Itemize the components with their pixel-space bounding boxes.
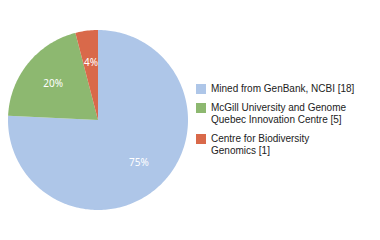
svg-text:20%: 20% <box>43 76 63 90</box>
html-text:Mined from GenBank, NCBI [18]: Mined from GenBank, NCBI [18] <box>211 83 355 94</box>
svg-text:75%: 75% <box>129 155 149 169</box>
html-text:McGill University and Genome Q: McGill University and Genome Quebec Inno… <box>211 102 346 125</box>
html-text:Centre for Biodiversity Genomi: Centre for Biodiversity Genomics [1] <box>211 133 310 156</box>
svg-text:4%: 4% <box>84 55 98 69</box>
